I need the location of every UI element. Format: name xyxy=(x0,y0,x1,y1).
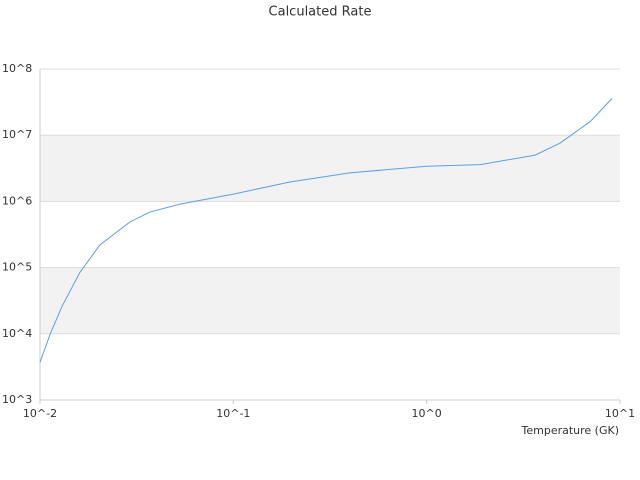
x-axis-label: Temperature (GK) xyxy=(521,424,620,437)
x-tick-label: 10^-1 xyxy=(216,407,250,420)
y-tick-label: 10^4 xyxy=(2,327,32,340)
x-tick-label: 10^1 xyxy=(605,407,635,420)
y-tick-label: 10^8 xyxy=(2,62,32,75)
y-tick-label: 10^5 xyxy=(2,261,32,274)
y-tick-label: 10^6 xyxy=(2,194,32,207)
x-tick-label: 10^0 xyxy=(412,407,442,420)
y-tick-label: 10^7 xyxy=(2,128,32,141)
y-tick-label: 10^3 xyxy=(2,393,32,406)
grid-band xyxy=(40,267,620,334)
data-line xyxy=(39,98,613,363)
chart-title: Calculated Rate xyxy=(269,5,372,20)
x-tick-label: 10^-2 xyxy=(23,407,57,420)
grid-band xyxy=(40,135,620,202)
